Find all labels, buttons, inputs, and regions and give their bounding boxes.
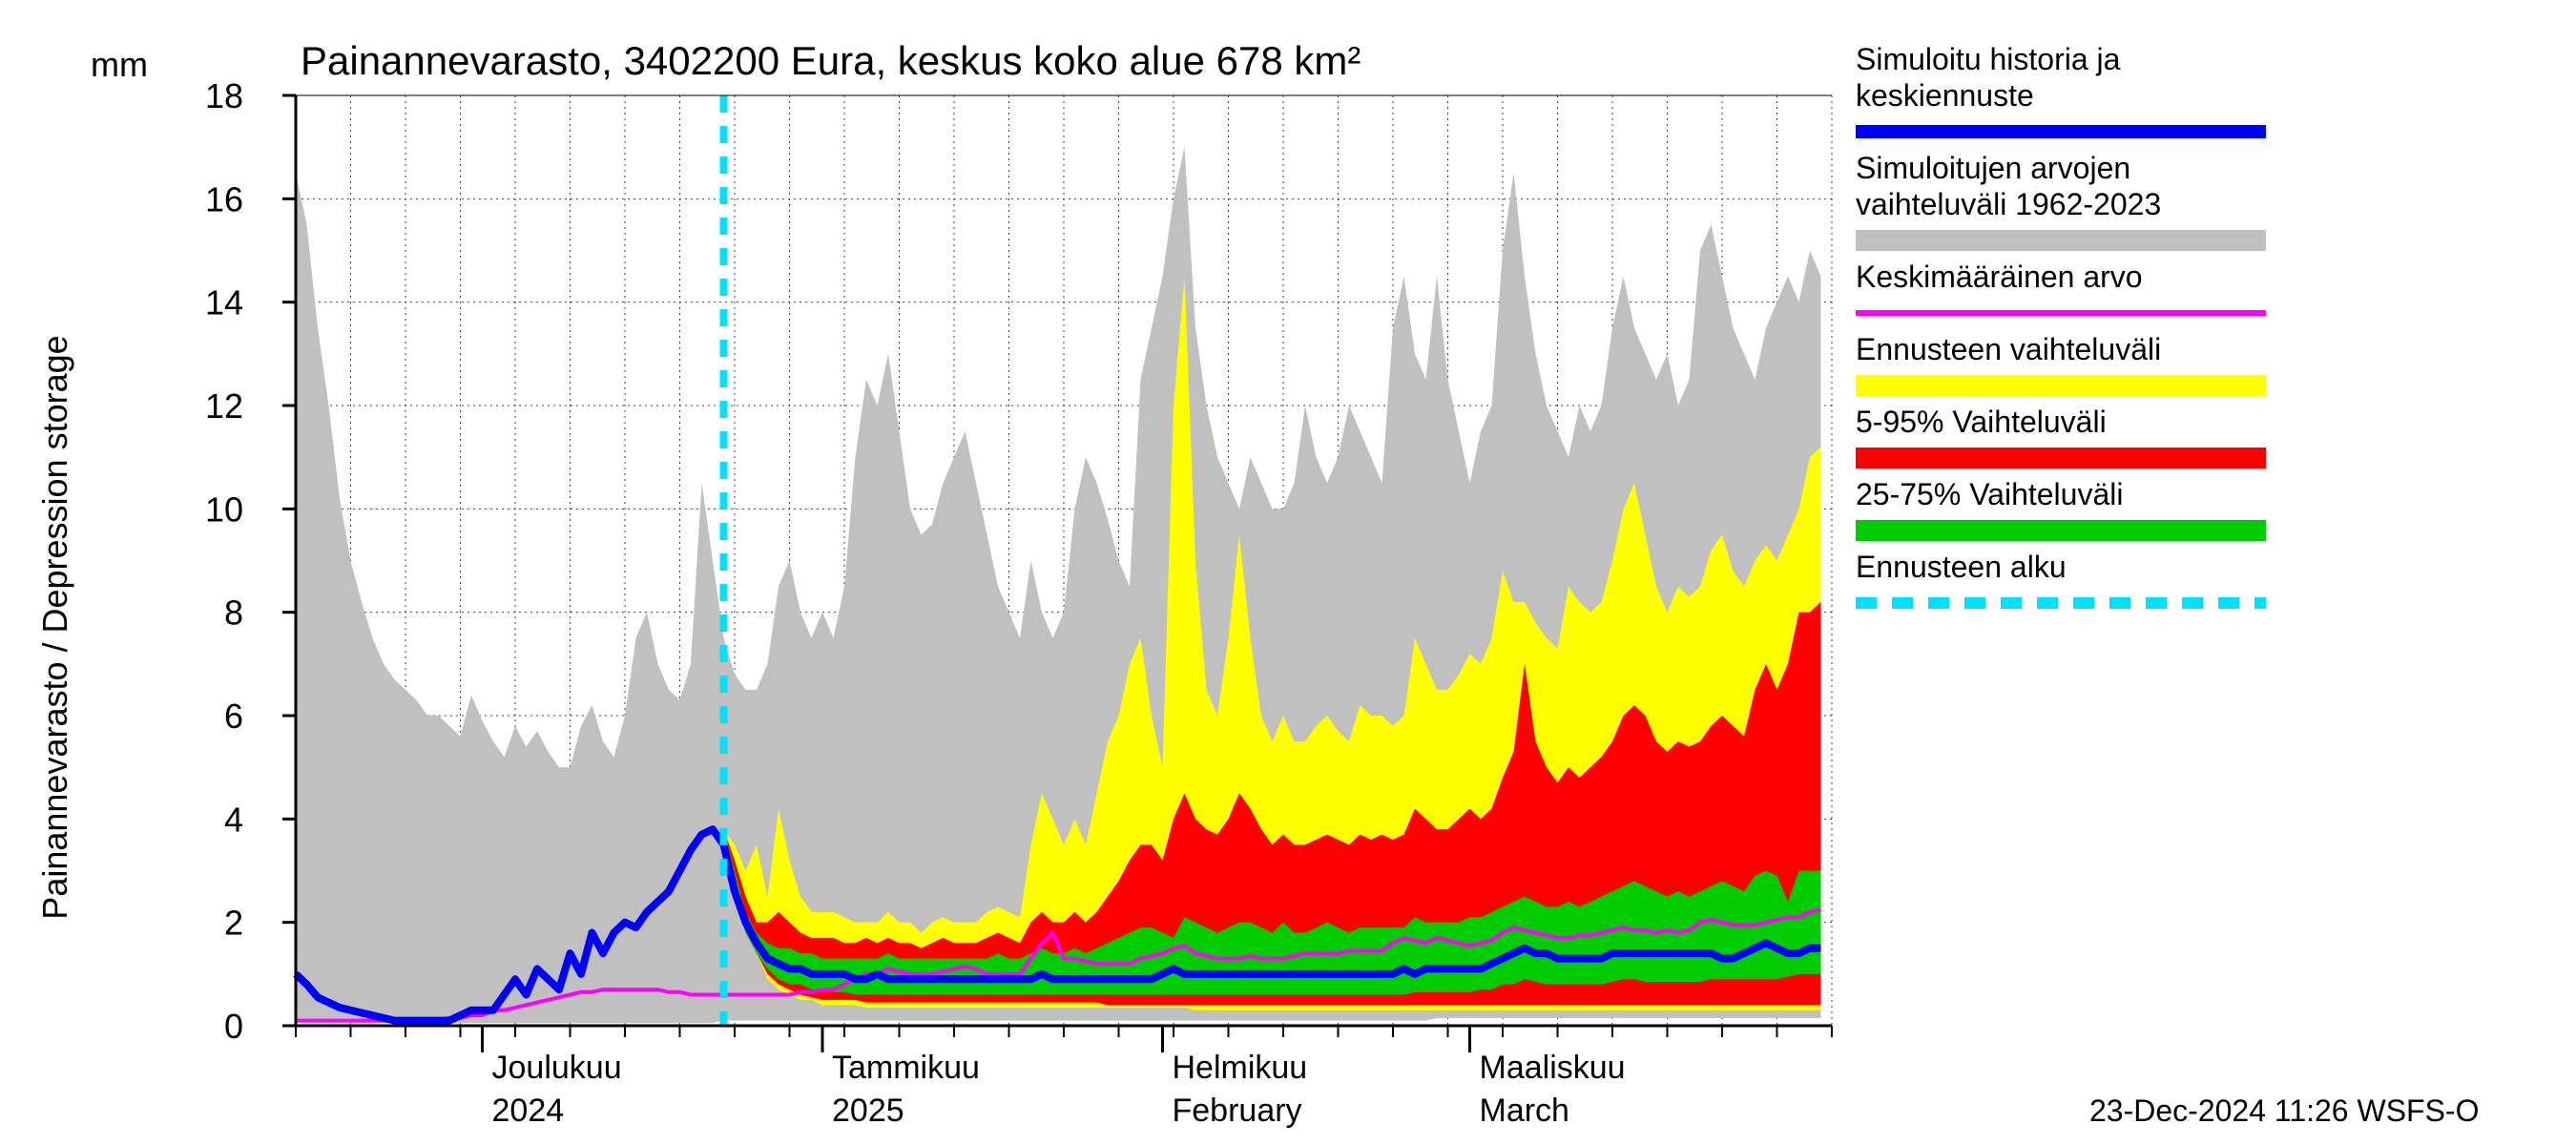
y-tick-label: 6 (224, 697, 243, 736)
legend-label: Keskimääräinen arvo (1856, 260, 2143, 294)
x-major-label: Maaliskuu (1480, 1050, 1626, 1086)
y-tick-label: 16 (205, 179, 243, 219)
legend-swatch (1856, 520, 2266, 541)
legend-label: 5-95% Vaihteluväli (1856, 405, 2107, 439)
x-major-label: Joulukuu (492, 1050, 622, 1086)
y-tick-label: 4 (224, 800, 243, 839)
legend-swatch (1856, 375, 2266, 396)
y-axis-label: Painannevarasto / Depression storage (35, 335, 74, 919)
y-tick-label: 18 (205, 76, 243, 115)
x-major-sublabel: February (1173, 1093, 1302, 1129)
chart-svg: 0 2 4 6 8 10 12 14 16 18 Joulukuu 2024 Tammikuu 2025 H… (0, 0, 2576, 1145)
legend-label: 25-75% Vaihteluväli (1856, 477, 2123, 511)
y-tick-label: 12 (205, 386, 243, 426)
y-tick-label: 8 (224, 593, 243, 633)
legend-label: Ennusteen vaihteluväli (1856, 332, 2161, 366)
x-major-sublabel: 2024 (492, 1093, 565, 1129)
x-major-sublabel: March (1480, 1093, 1569, 1129)
y-tick-label: 2 (224, 904, 243, 943)
x-major-label: Helmikuu (1173, 1050, 1308, 1086)
timestamp: 23-Dec-2024 11:26 WSFS-O (2089, 1093, 2479, 1128)
y-tick-label: 0 (224, 1007, 243, 1046)
legend-label: vaihteluväli 1962-2023 (1856, 187, 2161, 221)
y-tick-label: 14 (205, 283, 243, 323)
legend-swatch (1856, 448, 2266, 468)
legend-label: keskiennuste (1856, 78, 2034, 113)
chart-root: 0 2 4 6 8 10 12 14 16 18 Joulukuu 2024 Tammikuu 2025 H… (0, 0, 2576, 1145)
y-axis-unit: mm (91, 45, 148, 84)
chart-title: Painannevarasto, 3402200 Eura, keskus ko… (301, 38, 1361, 83)
legend-swatch (1856, 230, 2266, 251)
y-tick-label: 10 (205, 489, 243, 529)
x-major-label: Tammikuu (832, 1050, 980, 1086)
legend-label: Simuloitujen arvojen (1856, 151, 2130, 185)
legend-label: Ennusteen alku (1856, 550, 2067, 584)
legend-label: Simuloitu historia ja (1856, 42, 2121, 76)
x-major-sublabel: 2025 (832, 1093, 904, 1129)
